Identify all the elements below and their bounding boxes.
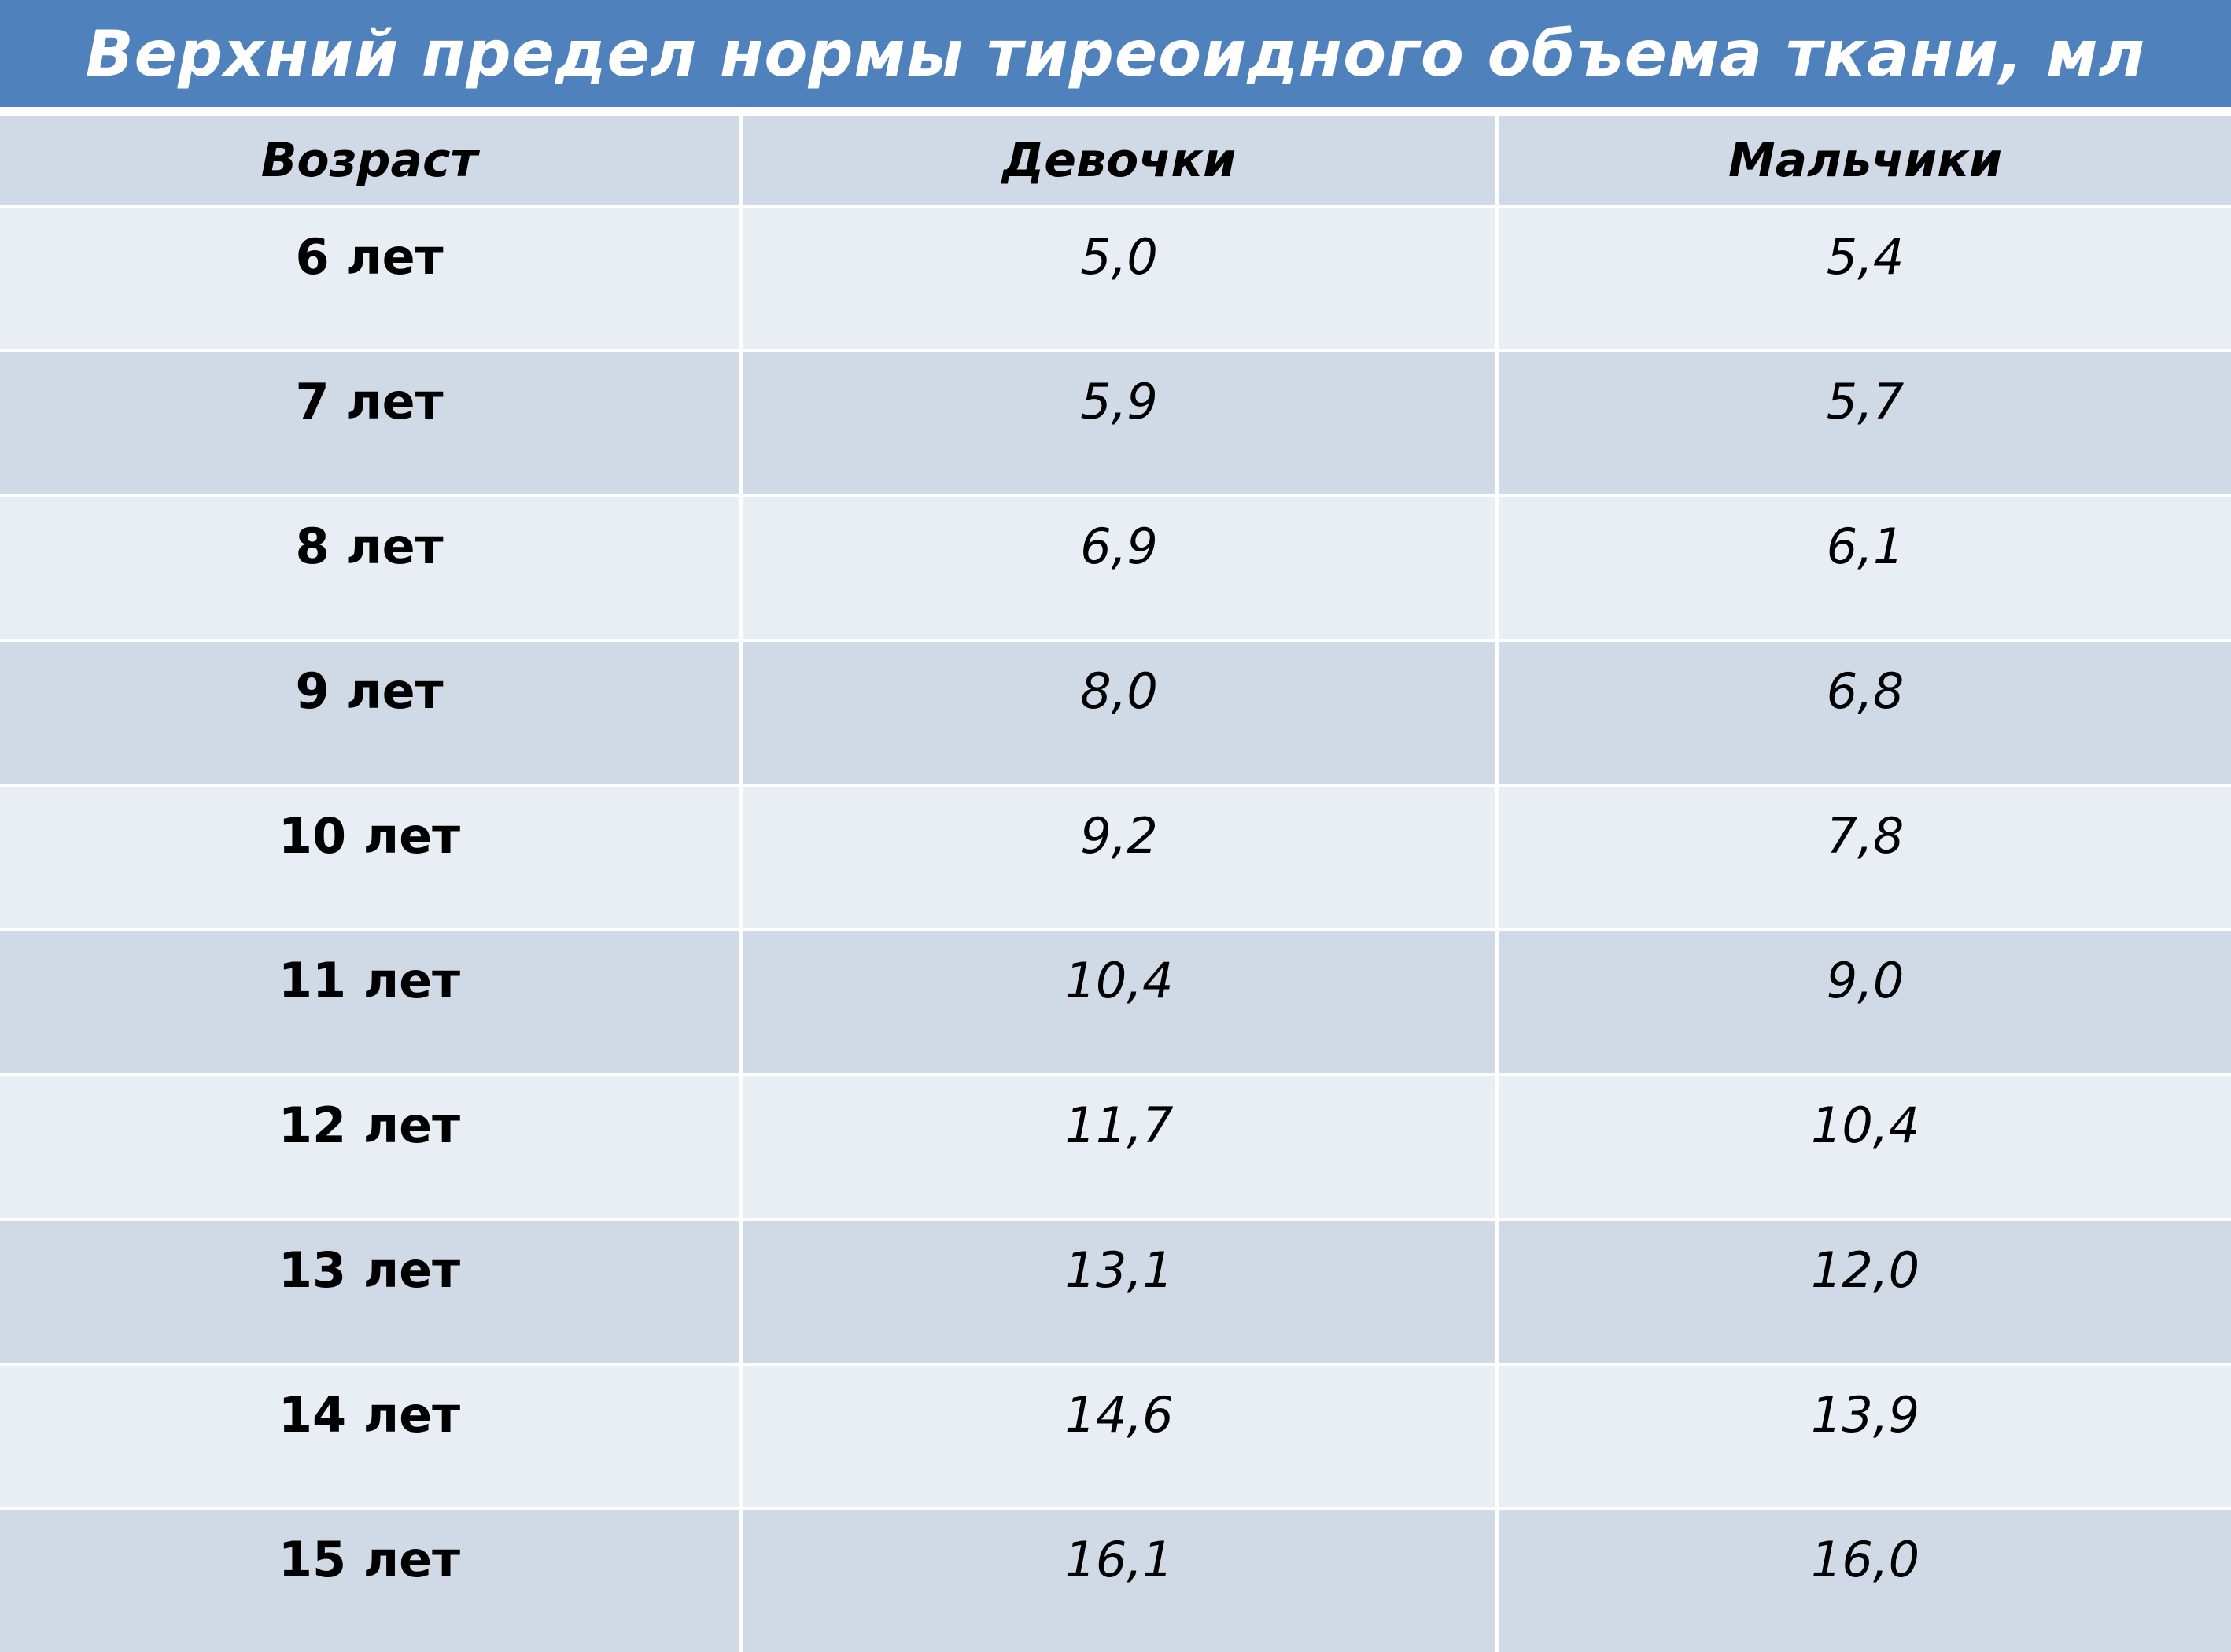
age-cell: 7 лет bbox=[0, 352, 743, 494]
age-cell: 10 лет bbox=[0, 787, 743, 928]
boys-value-cell: 6,1 bbox=[1826, 518, 1905, 575]
boys-value-cell: 16,0 bbox=[1810, 1531, 1920, 1588]
age-cell: 6 лет bbox=[0, 208, 743, 349]
girls-value-cell: 16,1 bbox=[743, 1510, 1499, 1652]
age-cell: 12 лет bbox=[0, 1076, 743, 1218]
header-age: Возраст bbox=[0, 116, 743, 205]
thyroid-volume-table: Возраст Девочки Мальчики 6 лет 5,0 5,4 7 ле… bbox=[0, 116, 2231, 1652]
boys-value-cell: 13,9 bbox=[1810, 1386, 1920, 1444]
age-cell: 8 лет bbox=[0, 497, 743, 639]
row-divider bbox=[0, 928, 2231, 931]
girls-value-cell: 5,9 bbox=[743, 352, 1499, 494]
girls-value-cell: 8,0 bbox=[743, 642, 1499, 784]
table-row: 8 лет 6,9 6,1 bbox=[0, 497, 2231, 639]
row-divider bbox=[0, 639, 2231, 642]
row-divider bbox=[0, 349, 2231, 352]
row-divider bbox=[0, 205, 2231, 208]
table-row: 7 лет 5,9 5,7 bbox=[0, 352, 2231, 494]
row-divider bbox=[0, 1363, 2231, 1366]
girls-value-cell: 9,2 bbox=[743, 787, 1499, 928]
table-row: 12 лет 11,7 10,4 bbox=[0, 1076, 2231, 1218]
row-divider bbox=[0, 494, 2231, 497]
boys-value-cell: 5,4 bbox=[1826, 228, 1905, 286]
age-cell: 14 лет bbox=[0, 1366, 743, 1507]
table-row: 11 лет 10,4 9,0 bbox=[0, 931, 2231, 1073]
age-cell: 9 лет bbox=[0, 642, 743, 784]
title-bar: Верхний предел нормы тиреоидного объема … bbox=[0, 0, 2231, 115]
boys-value-cell: 10,4 bbox=[1810, 1097, 1920, 1154]
girls-value-cell: 14,6 bbox=[743, 1366, 1499, 1507]
row-divider bbox=[0, 784, 2231, 787]
table-row: 14 лет 14,6 13,9 bbox=[0, 1366, 2231, 1507]
row-divider bbox=[0, 1507, 2231, 1510]
row-divider bbox=[0, 1218, 2231, 1221]
age-cell: 11 лет bbox=[0, 931, 743, 1073]
header-boys: Мальчики bbox=[1728, 133, 2003, 188]
row-divider bbox=[0, 1073, 2231, 1076]
table-row: 6 лет 5,0 5,4 bbox=[0, 208, 2231, 349]
table-header-row: Возраст Девочки Мальчики bbox=[0, 116, 2231, 205]
boys-value-cell: 7,8 bbox=[1826, 807, 1905, 865]
girls-value-cell: 11,7 bbox=[743, 1076, 1499, 1218]
table-row: 15 лет 16,1 16,0 bbox=[0, 1510, 2231, 1652]
header-girls: Девочки bbox=[743, 116, 1499, 205]
boys-value-cell: 12,0 bbox=[1810, 1241, 1920, 1299]
table-row: 9 лет 8,0 6,8 bbox=[0, 642, 2231, 784]
boys-value-cell: 6,8 bbox=[1826, 662, 1905, 720]
boys-value-cell: 5,7 bbox=[1826, 373, 1905, 430]
table-row: 13 лет 13,1 12,0 bbox=[0, 1221, 2231, 1363]
page-title: Верхний предел нормы тиреоидного объема … bbox=[85, 17, 2146, 90]
table-row: 10 лет 9,2 7,8 bbox=[0, 787, 2231, 928]
boys-value-cell: 9,0 bbox=[1826, 952, 1905, 1009]
girls-value-cell: 6,9 bbox=[743, 497, 1499, 639]
girls-value-cell: 10,4 bbox=[743, 931, 1499, 1073]
girls-value-cell: 5,0 bbox=[743, 208, 1499, 349]
age-cell: 13 лет bbox=[0, 1221, 743, 1363]
girls-value-cell: 13,1 bbox=[743, 1221, 1499, 1363]
age-cell: 15 лет bbox=[0, 1510, 743, 1652]
